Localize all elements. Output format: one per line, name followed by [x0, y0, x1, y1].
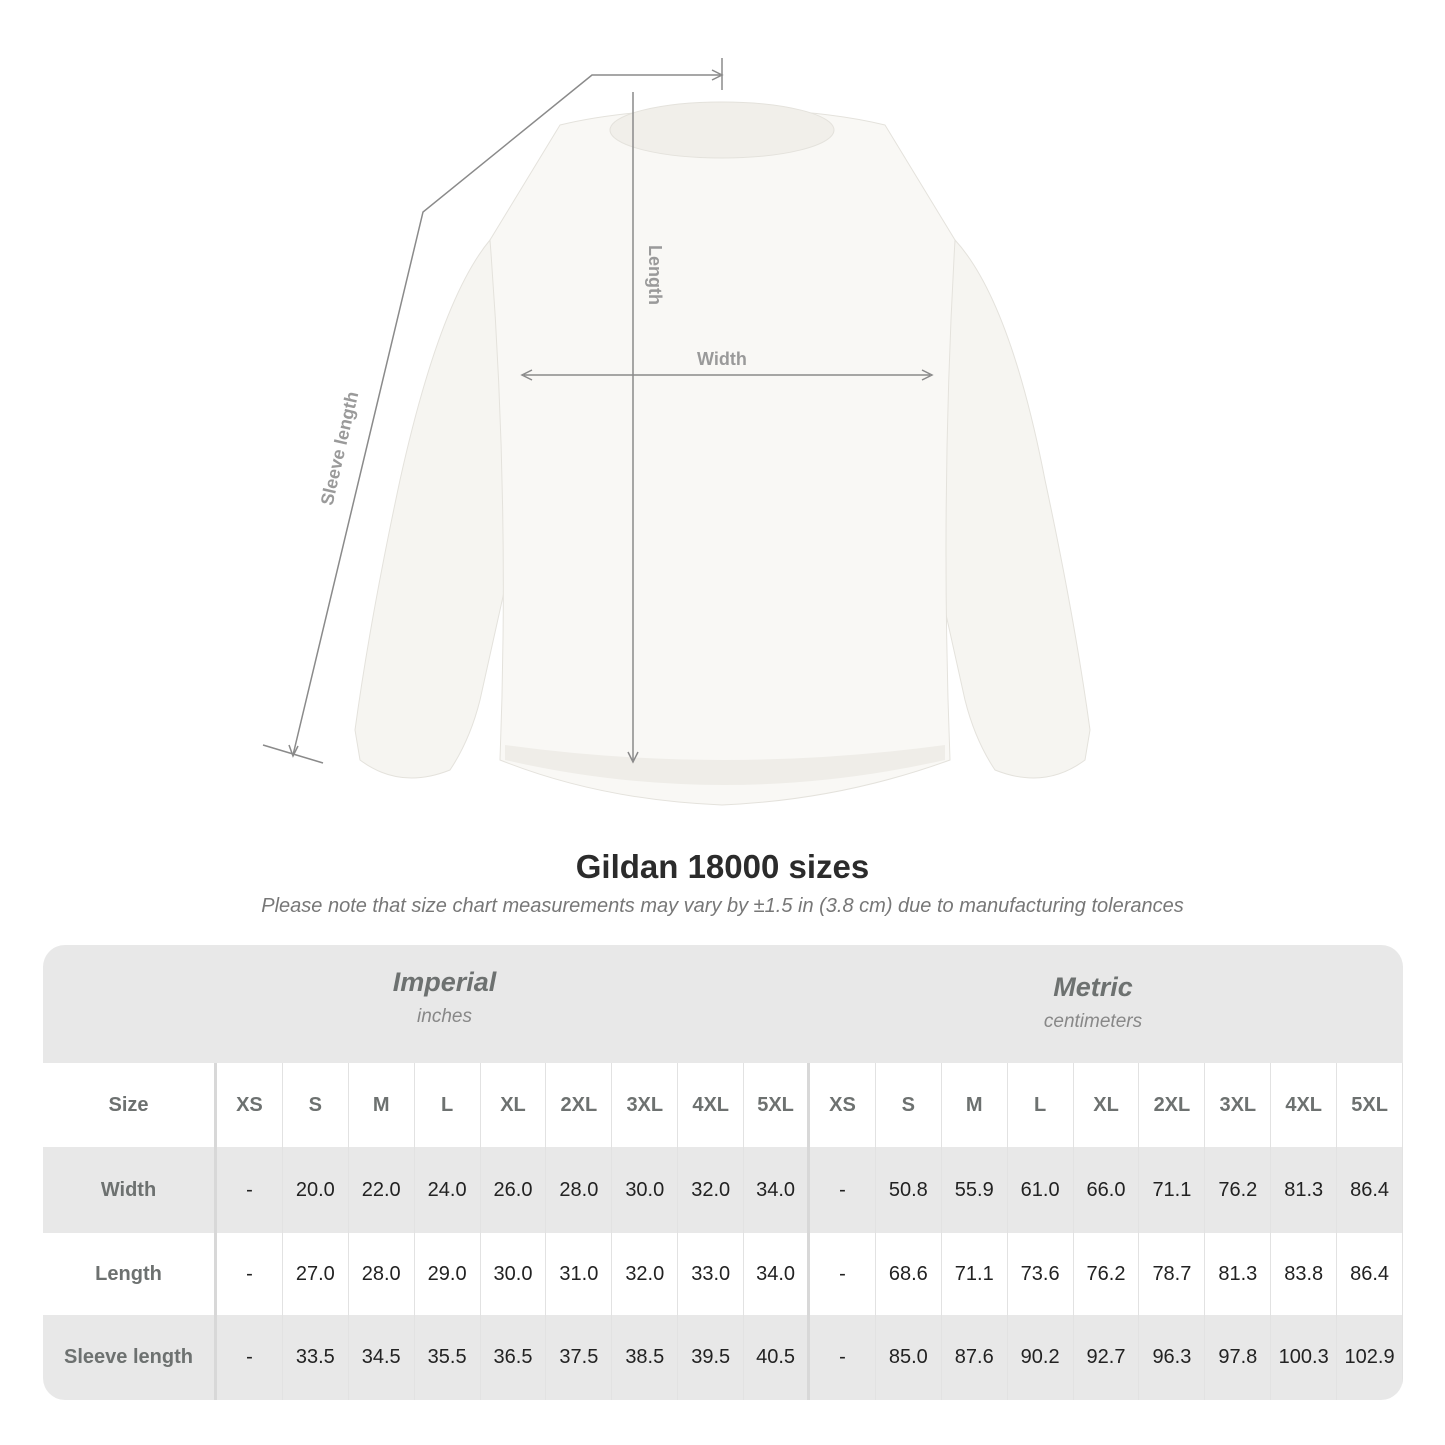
imperial-cell: 34.0: [744, 1147, 811, 1233]
metric-cell: 61.0: [1008, 1147, 1074, 1233]
imperial-cell: 24.0: [415, 1147, 481, 1233]
metric-cell: 83.8: [1271, 1233, 1338, 1315]
imperial-cell: 20.0: [283, 1147, 349, 1233]
imperial-cell: -: [217, 1233, 283, 1315]
imperial-title: Imperial: [392, 967, 497, 997]
imperial-cell: 32.0: [678, 1147, 745, 1233]
metric-cell: 71.1: [942, 1233, 1008, 1315]
size-header-imperial: 3XL: [612, 1063, 679, 1147]
size-header-metric: S: [876, 1063, 942, 1147]
size-header-imperial: S: [283, 1063, 349, 1147]
size-header-row: Size XS S M L XL 2XL 3XL 4XL 5XL XS S M L XL 2XL 3XL 4XL 5…: [43, 1063, 1403, 1147]
size-header-metric: M: [942, 1063, 1008, 1147]
metric-cell: 90.2: [1008, 1315, 1074, 1400]
metric-cell: 73.6: [1008, 1233, 1074, 1315]
imperial-cell: 34.5: [349, 1315, 415, 1400]
size-header-imperial: M: [349, 1063, 415, 1147]
size-header-metric: 2XL: [1139, 1063, 1206, 1147]
imperial-cell: 22.0: [349, 1147, 415, 1233]
row-label: Size: [43, 1063, 217, 1147]
size-header-imperial: 5XL: [744, 1063, 811, 1147]
metric-cell: 86.4: [1337, 1233, 1403, 1315]
table-row: Length -27.0 28.0 29.0 30.0 31.0 32.0 33.0 34.0-…: [43, 1233, 1403, 1315]
metric-cell: -: [810, 1147, 876, 1233]
metric-cell: 76.2: [1205, 1147, 1272, 1233]
size-header-imperial: XL: [481, 1063, 547, 1147]
imperial-cell: 38.5: [612, 1315, 679, 1400]
metric-cell: 78.7: [1139, 1233, 1206, 1315]
imperial-cell: 30.0: [612, 1147, 679, 1233]
tolerance-note: Please note that size chart measurements…: [261, 895, 1184, 917]
imperial-unit: inches: [417, 1006, 472, 1027]
size-table: Imperial inches Metric centimeters Size X…: [43, 945, 1403, 1400]
imperial-cell: 28.0: [546, 1147, 613, 1233]
metric-cell: 66.0: [1074, 1147, 1140, 1233]
imperial-cell: 29.0: [415, 1233, 481, 1315]
metric-cell: 68.6: [876, 1233, 942, 1315]
width-label: Width: [697, 349, 747, 369]
metric-cell: 86.4: [1337, 1147, 1403, 1233]
imperial-cell: 33.5: [283, 1315, 349, 1400]
metric-cell: 55.9: [942, 1147, 1008, 1233]
metric-cell: 81.3: [1205, 1233, 1272, 1315]
imperial-cell: 34.0: [744, 1233, 811, 1315]
imperial-cell: 26.0: [481, 1147, 547, 1233]
row-label: Length: [43, 1233, 217, 1315]
imperial-cell: -: [217, 1147, 283, 1233]
metric-unit: centimeters: [1043, 1011, 1143, 1032]
size-header-metric: 3XL: [1205, 1063, 1272, 1147]
table-row: Sleeve length -33.5 34.5 35.5 36.5 37.5 38.5 39…: [43, 1315, 1403, 1400]
imperial-cell: 37.5: [546, 1315, 613, 1400]
metric-cell: 97.8: [1205, 1315, 1272, 1400]
metric-cell: 81.3: [1271, 1147, 1338, 1233]
metric-title: Metric: [1053, 972, 1133, 1002]
imperial-header: Imperial inches: [217, 967, 672, 1028]
row-label: Width: [43, 1147, 217, 1233]
imperial-cell: 32.0: [612, 1233, 679, 1315]
metric-cell: 50.8: [876, 1147, 942, 1233]
chart-title: Gildan 18000 sizes: [575, 848, 870, 885]
unit-header-band: Imperial inches Metric centimeters: [43, 945, 1403, 1063]
size-header-imperial: L: [415, 1063, 481, 1147]
size-header-metric: XL: [1074, 1063, 1140, 1147]
length-label: Length: [645, 245, 665, 305]
sweatshirt-diagram: [262, 58, 1091, 806]
sweatshirt-image: [354, 101, 1091, 806]
metric-cell: -: [810, 1315, 876, 1400]
size-header-imperial: XS: [217, 1063, 283, 1147]
size-header-imperial: 2XL: [546, 1063, 613, 1147]
row-label: Sleeve length: [43, 1315, 217, 1400]
metric-cell: 96.3: [1139, 1315, 1206, 1400]
sleeve-line: [292, 74, 720, 756]
imperial-cell: 39.5: [678, 1315, 745, 1400]
metric-cell: 92.7: [1074, 1315, 1140, 1400]
metric-cell: 71.1: [1139, 1147, 1206, 1233]
metric-header: Metric centimeters: [863, 972, 1323, 1033]
metric-cell: 100.3: [1271, 1315, 1338, 1400]
imperial-cell: 31.0: [546, 1233, 613, 1315]
measurement-lines: [262, 58, 934, 764]
imperial-cell: 30.0: [481, 1233, 547, 1315]
size-header-metric: L: [1008, 1063, 1074, 1147]
imperial-cell: 35.5: [415, 1315, 481, 1400]
table-row: Width -20.0 22.0 24.0 26.0 28.0 30.0 32.0 34.0-5…: [43, 1147, 1403, 1233]
imperial-cell: 27.0: [283, 1233, 349, 1315]
imperial-cell: 36.5: [481, 1315, 547, 1400]
imperial-cell: 28.0: [349, 1233, 415, 1315]
metric-cell: 87.6: [942, 1315, 1008, 1400]
imperial-cell: 40.5: [744, 1315, 811, 1400]
metric-cell: -: [810, 1233, 876, 1315]
size-header-imperial: 4XL: [678, 1063, 745, 1147]
metric-cell: 102.9: [1337, 1315, 1403, 1400]
imperial-cell: 33.0: [678, 1233, 745, 1315]
metric-cell: 76.2: [1074, 1233, 1140, 1315]
size-header-metric: 4XL: [1271, 1063, 1338, 1147]
size-header-metric: XS: [810, 1063, 876, 1147]
size-header-metric: 5XL: [1337, 1063, 1403, 1147]
imperial-cell: -: [217, 1315, 283, 1400]
metric-cell: 85.0: [876, 1315, 942, 1400]
